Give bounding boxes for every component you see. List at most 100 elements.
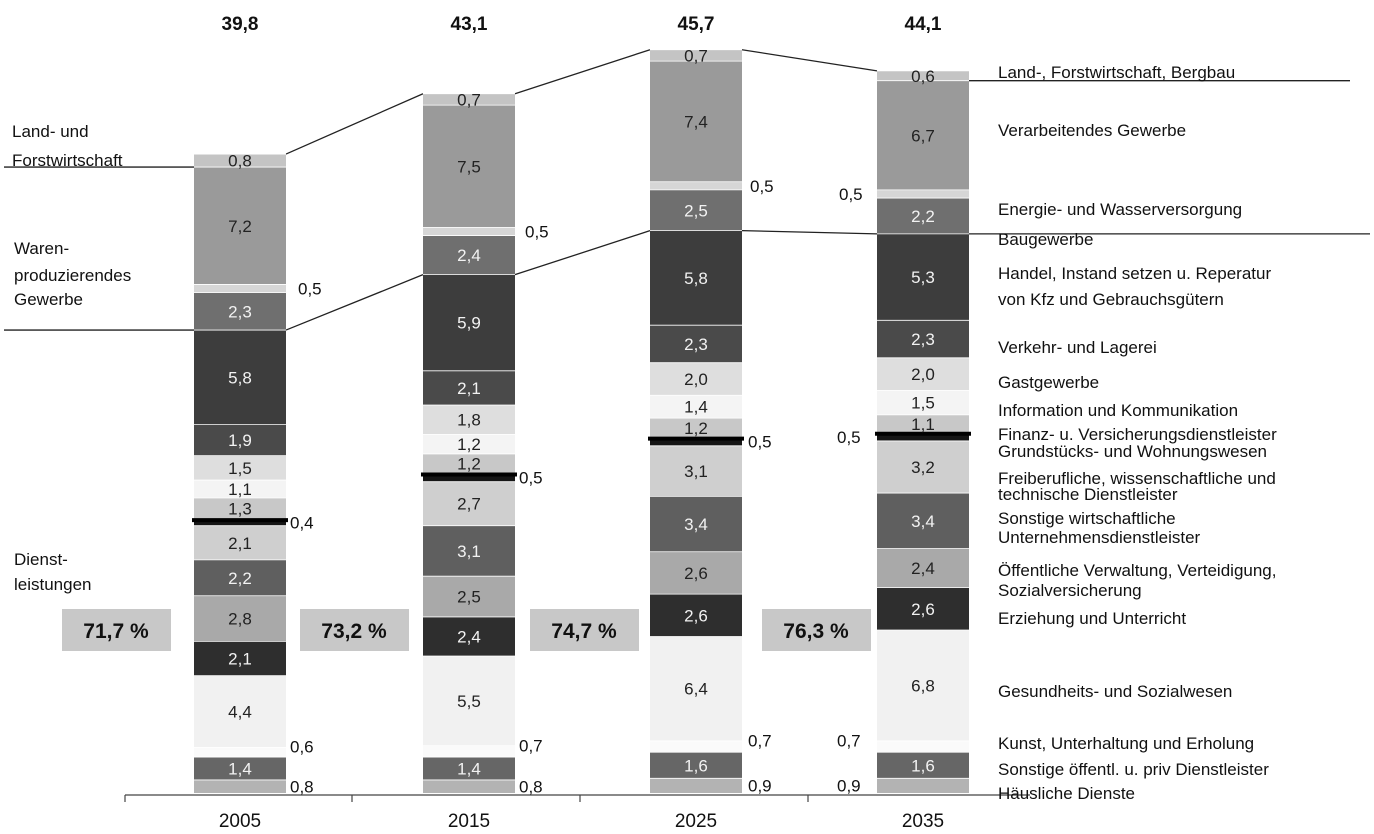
bar-segment — [877, 233, 969, 321]
bar-total-label: 39,8 — [222, 14, 259, 35]
bar-value-label: 2,0 — [911, 365, 935, 384]
bar-segment — [650, 181, 742, 190]
bar-value-label: 1,2 — [684, 419, 708, 438]
bar-segment — [877, 548, 969, 588]
bar-segment — [650, 362, 742, 396]
bar-segment — [650, 418, 742, 438]
bar-value-label: 3,1 — [684, 462, 708, 481]
outside-value-label: 0,5 — [298, 280, 322, 299]
bar-value-label: 1,5 — [228, 459, 252, 478]
bar-value-label: 2,6 — [911, 600, 935, 619]
legend-label: Sonstige wirtschaftliche — [998, 509, 1176, 528]
bar-value-label: 2,1 — [228, 650, 252, 669]
bar-segment — [877, 80, 969, 190]
bar-value-label: 1,4 — [684, 398, 708, 417]
bar-value-label: 1,1 — [911, 415, 935, 434]
bar-segment — [877, 432, 969, 441]
bar-segment — [194, 292, 286, 331]
outside-value-label: 0,9 — [748, 777, 772, 796]
outside-value-label: 0,5 — [525, 222, 549, 241]
bar-segment — [194, 525, 286, 560]
legend-label: Kunst, Unterhaltung und Erholung — [998, 734, 1254, 753]
group-label: Waren- — [14, 239, 69, 258]
bar-value-label: 0,6 — [911, 67, 935, 86]
bar-segment — [650, 594, 742, 637]
bar-value-label: 3,1 — [457, 542, 481, 561]
bar-segment — [194, 424, 286, 456]
bar-segment — [877, 357, 969, 391]
bar-value-label: 2,5 — [684, 201, 708, 220]
connector-line-top — [514, 49, 651, 95]
bar-value-label: 6,4 — [684, 680, 708, 699]
outside-value-label: 0,9 — [837, 777, 861, 796]
bar-segment — [877, 390, 969, 415]
bar-value-label: 6,7 — [911, 126, 935, 145]
x-tick-label: 2025 — [675, 811, 717, 832]
bar-segment — [194, 330, 286, 425]
bar-value-label: 2,1 — [457, 379, 481, 398]
bar-value-label: 2,4 — [457, 628, 481, 647]
bar-value-label: 2,3 — [228, 302, 252, 321]
bar-value-label: 1,6 — [684, 756, 708, 775]
bar-segment — [194, 747, 286, 758]
bar-total-label: 43,1 — [451, 14, 488, 35]
bar-segment — [194, 497, 286, 520]
outside-value-label: 0,5 — [748, 433, 772, 452]
bar-segment — [877, 630, 969, 741]
bar-value-label: 2,1 — [228, 534, 252, 553]
bar-value-label: 3,4 — [684, 515, 708, 534]
bar-segment — [877, 778, 969, 793]
bar-total-label: 44,1 — [905, 14, 942, 35]
group-label: Land- und — [12, 122, 89, 141]
bar-value-label: 1,5 — [911, 394, 935, 413]
bar-segment — [423, 656, 515, 746]
bar-segment — [650, 230, 742, 326]
bar-segment — [194, 675, 286, 748]
service-share-label: 76,3 % — [783, 620, 849, 643]
bar-value-label: 6,8 — [911, 676, 935, 695]
bar-value-label: 2,7 — [457, 495, 481, 514]
bar-segment — [194, 167, 286, 285]
group-label: Forstwirtschaft — [12, 151, 123, 170]
legend-label: Verkehr- und Lagerei — [998, 338, 1157, 357]
legend-label: Sonstige öffentl. u. priv Dienstleister — [998, 760, 1269, 779]
bar-segment — [423, 453, 515, 474]
service-share-box — [762, 609, 871, 651]
bar-value-label: 2,3 — [911, 330, 935, 349]
bar-segment — [194, 779, 286, 793]
legend-label: Information und Kommunikation — [998, 401, 1238, 420]
legend-label: Sozialversicherung — [998, 581, 1142, 600]
bar-value-label: 5,9 — [457, 314, 481, 333]
legend-label: Verarbeitendes Gewerbe — [998, 121, 1186, 140]
bar-segment — [423, 576, 515, 617]
connector-line-services — [514, 230, 651, 276]
legend-label: Gastgewerbe — [998, 373, 1099, 392]
bar-value-label: 2,6 — [684, 606, 708, 625]
connector-line-services — [285, 274, 424, 331]
bar-value-label: 7,4 — [684, 112, 708, 131]
bar-segment — [194, 455, 286, 481]
legend-label: technische Dienstleister — [998, 485, 1178, 504]
bar-segment — [423, 616, 515, 657]
bar-segment — [877, 414, 969, 433]
bar-segment — [194, 519, 286, 526]
bar-segment — [194, 559, 286, 596]
bar-value-label: 2,4 — [911, 559, 935, 578]
bar-value-label: 1,8 — [457, 411, 481, 430]
bar-segment — [877, 740, 969, 753]
bar-segment — [423, 745, 515, 758]
bar-value-label: 1,9 — [228, 431, 252, 450]
bar-segment — [650, 49, 742, 62]
bar-segment — [650, 740, 742, 753]
bar-segment — [423, 473, 515, 482]
bar-value-label: 2,4 — [457, 246, 481, 265]
bar-value-label: 5,8 — [684, 269, 708, 288]
outside-value-label: 0,7 — [519, 736, 543, 755]
bar-value-label: 2,8 — [228, 610, 252, 629]
bar-segment — [877, 752, 969, 779]
bar-segment — [423, 274, 515, 371]
connector-line-top — [741, 49, 878, 72]
outside-value-label: 0,6 — [290, 737, 314, 756]
